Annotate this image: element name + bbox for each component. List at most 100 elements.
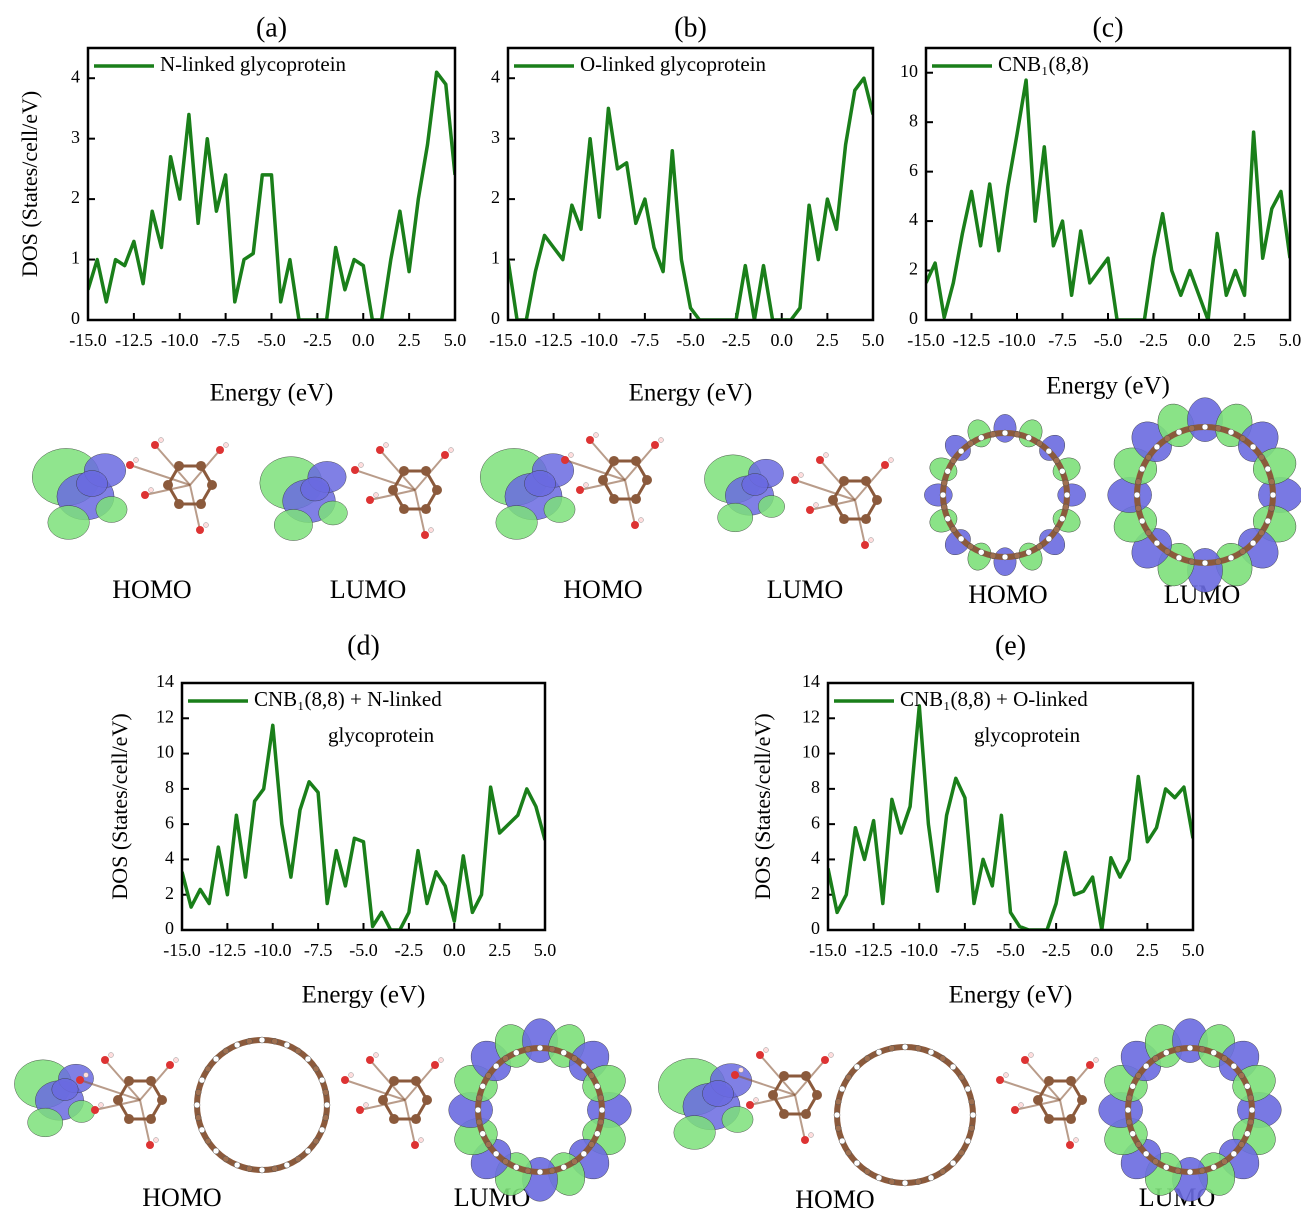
y-tick-label: 2 [165, 883, 174, 903]
atom [389, 1114, 399, 1125]
atom [944, 515, 951, 522]
orbital-lobe [944, 434, 971, 461]
atom [312, 1137, 320, 1145]
atom [513, 1164, 520, 1171]
atom [196, 526, 204, 534]
atom [598, 1106, 606, 1114]
y-tick-label: 0 [165, 918, 174, 938]
atom [594, 1083, 601, 1090]
atom [1077, 1095, 1087, 1105]
atom [753, 1097, 759, 1103]
atom [421, 504, 431, 515]
atom [294, 1047, 302, 1055]
atom [318, 1126, 326, 1134]
atom [888, 457, 894, 463]
atom [1044, 1075, 1054, 1086]
atom [323, 1101, 331, 1109]
y-axis-label: DOS (States/cell/eV) [17, 91, 42, 277]
atom [1003, 1072, 1009, 1078]
atom [363, 1102, 369, 1108]
legend-line: glycoprotein [974, 723, 1081, 747]
atom [1129, 1083, 1136, 1090]
atom [738, 1067, 744, 1073]
atom [341, 1076, 349, 1084]
atom [203, 522, 209, 528]
atom [1238, 1072, 1245, 1079]
atom [580, 1062, 588, 1070]
y-tick-label: 1 [491, 248, 500, 268]
y-tick-label: 10 [156, 742, 174, 762]
atom [438, 1057, 444, 1063]
y-tick-label: 8 [811, 777, 820, 797]
atom [1066, 1075, 1076, 1086]
bond [359, 1099, 406, 1111]
x-tick-label: -12.5 [209, 940, 247, 960]
atom [198, 1076, 206, 1084]
plot-frame [180, 681, 547, 932]
atom [801, 1136, 809, 1144]
bond [139, 1099, 151, 1146]
atom [1186, 1044, 1194, 1052]
atom [432, 485, 442, 495]
atom [1198, 1045, 1206, 1053]
x-tick-label: 0.0 [443, 940, 466, 960]
atom [108, 1052, 114, 1058]
atom [194, 1114, 202, 1121]
x-tick-label: -7.5 [211, 330, 240, 350]
x-axis-label: Energy (eV) [210, 380, 334, 407]
atom [957, 535, 965, 543]
atom [731, 1071, 739, 1079]
atom [1025, 549, 1032, 556]
atom [113, 1095, 123, 1105]
atom [835, 1125, 842, 1132]
atom [808, 1132, 814, 1138]
atom [1215, 425, 1222, 432]
atom [651, 441, 659, 449]
atom [1268, 478, 1275, 485]
atom [940, 503, 948, 511]
atom [816, 456, 824, 464]
atom [1268, 505, 1275, 512]
atom [1073, 1137, 1079, 1143]
atom [196, 499, 206, 510]
atom [502, 1055, 509, 1062]
legend-line: CNB₁(8,8) + N-linked [254, 687, 442, 711]
atom [322, 1089, 330, 1096]
atom [638, 517, 644, 523]
atom [1249, 539, 1257, 547]
atom [389, 1075, 399, 1086]
atom [246, 1165, 253, 1173]
orbital-lobe [300, 476, 330, 502]
plot-frame [924, 46, 1292, 322]
atom [101, 1056, 109, 1064]
bond [759, 1054, 796, 1096]
atom [1093, 1057, 1099, 1063]
x-tick-label: -7.5 [631, 330, 660, 350]
atom [1198, 1167, 1206, 1175]
x-tick-label: 0.0 [1188, 330, 1211, 350]
atom [583, 482, 589, 488]
atom [536, 1168, 544, 1176]
bond [1024, 1059, 1061, 1101]
atom [588, 1072, 595, 1079]
atom [258, 1166, 266, 1174]
x-tick-label: 5.0 [444, 330, 467, 350]
atom [421, 465, 431, 476]
x-tick-label: -7.5 [1048, 330, 1077, 350]
atom [875, 1048, 883, 1056]
x-tick-label: 2.5 [1136, 940, 1159, 960]
atom [548, 1167, 556, 1175]
bond [129, 464, 191, 486]
atom [157, 1095, 167, 1105]
atom [146, 1114, 156, 1125]
bond [369, 489, 416, 501]
x-tick-label: -7.5 [951, 940, 980, 960]
atom [861, 514, 871, 525]
atom [196, 460, 206, 471]
bond [414, 489, 426, 536]
atom [888, 1045, 895, 1052]
x-axis-label: Energy (eV) [949, 982, 1073, 1009]
atom [939, 1168, 947, 1175]
atom [492, 1150, 500, 1158]
atom [576, 486, 584, 494]
